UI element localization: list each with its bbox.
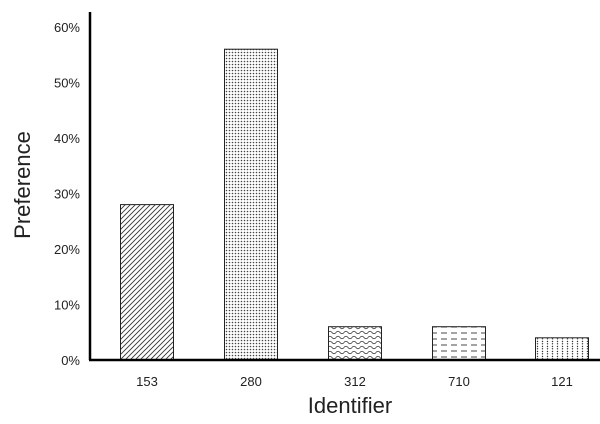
bar-280 bbox=[224, 48, 278, 361]
x-tick-label: 153 bbox=[136, 374, 158, 389]
y-tick-label: 30% bbox=[54, 187, 80, 202]
x-tick-label: 280 bbox=[240, 374, 262, 389]
y-axis-title: Preference bbox=[10, 131, 35, 239]
y-tick-label: 10% bbox=[54, 298, 80, 313]
y-tick-label: 0% bbox=[61, 353, 80, 368]
bar-312 bbox=[328, 326, 382, 361]
y-tick-label: 20% bbox=[54, 242, 80, 257]
y-tick-label: 60% bbox=[54, 20, 80, 35]
y-tick-label: 40% bbox=[54, 131, 80, 146]
bar-153 bbox=[120, 204, 174, 361]
bar-121 bbox=[535, 337, 589, 361]
bars-layer bbox=[120, 48, 589, 361]
bar-710 bbox=[432, 326, 486, 361]
x-tick-label: 312 bbox=[344, 374, 366, 389]
x-category-labels: 153 280 312 710 121 bbox=[136, 374, 573, 389]
y-ticks: 0% 10% 20% 30% 40% 50% 60% bbox=[54, 20, 80, 368]
y-tick-label: 50% bbox=[54, 76, 80, 91]
x-tick-label: 121 bbox=[551, 374, 573, 389]
x-axis-title: Identifier bbox=[308, 393, 392, 418]
x-tick-label: 710 bbox=[448, 374, 470, 389]
